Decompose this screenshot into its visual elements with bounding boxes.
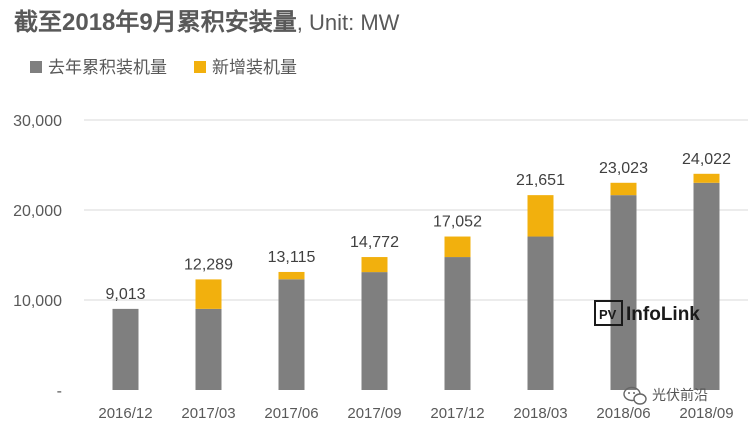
data-label-total: 21,651: [516, 172, 565, 189]
data-label-total: 14,772: [350, 234, 399, 251]
x-tick-label: 2017/03: [181, 405, 235, 422]
chart-title-main: 截至2018年9月累积安装量: [14, 8, 297, 36]
logo-pv-box: [594, 300, 623, 326]
data-label-total: 24,022: [682, 151, 731, 168]
y-tick-label: 20,000: [13, 203, 62, 220]
legend-swatch-cumulative: [30, 61, 42, 73]
bar-cumulative: [527, 236, 554, 390]
y-axis: - 10,000 20,000 30,000: [13, 113, 62, 400]
infolink-logo: PV InfoLink: [594, 300, 700, 326]
chart-title-unit: , Unit: MW: [297, 10, 400, 35]
wechat-watermark: 光伏前沿: [623, 386, 708, 405]
bar-new: [444, 236, 471, 258]
data-label-total: 17,052: [433, 214, 482, 231]
bar-cumulative: [361, 272, 388, 390]
x-tick-label: 2017/12: [430, 405, 484, 422]
gridlines: [84, 119, 748, 301]
bar-new: [693, 173, 720, 183]
bar-cumulative: [278, 279, 305, 390]
bar-new: [610, 182, 637, 196]
x-tick-label: 2018/03: [513, 405, 567, 422]
bars: [112, 173, 720, 390]
x-tick-label: 2016/12: [98, 405, 152, 422]
y-tick-label: -: [57, 383, 62, 400]
legend-swatch-new: [194, 61, 206, 73]
x-tick-label: 2017/06: [264, 405, 318, 422]
data-label-total: 23,023: [599, 160, 648, 177]
x-tick-label: 2017/09: [347, 405, 401, 422]
x-tick-label: 2018/09: [679, 405, 733, 422]
logo-name: InfoLink: [626, 304, 700, 325]
bar-cumulative: [195, 308, 222, 390]
legend-label-new: 新增装机量: [212, 58, 297, 77]
x-axis: 2016/12 2017/03 2017/06 2017/09 2017/12 2018/…: [98, 405, 733, 422]
bar-cumulative: [112, 308, 139, 390]
chart-title: 截至2018年9月累积安装量, Unit: MW: [14, 8, 400, 36]
bar-new: [278, 271, 305, 280]
y-tick-label: 30,000: [13, 113, 62, 130]
bar-new: [527, 195, 554, 237]
x-tick-label: 2018/06: [596, 405, 650, 422]
wechat-icon: [623, 386, 647, 405]
bar-new: [195, 279, 222, 309]
bar-cumulative: [444, 257, 471, 390]
data-labels: 9,013 12,289 13,115 14,772 17,052 21,651 23,02…: [105, 151, 731, 303]
data-label-total: 13,115: [268, 249, 316, 266]
bar-cumulative: [610, 195, 637, 390]
legend-label-cumulative: 去年累积装机量: [48, 58, 167, 77]
y-tick-label: 10,000: [13, 293, 62, 310]
bar-cumulative: [693, 182, 720, 390]
watermark-text: 光伏前沿: [652, 387, 708, 403]
data-label-total: 9,013: [105, 286, 145, 303]
data-label-total: 12,289: [184, 256, 233, 273]
logo-pv-text: PV: [599, 307, 617, 322]
bar-new: [361, 257, 388, 273]
legend: 去年累积装机量 新增装机量: [30, 58, 297, 77]
